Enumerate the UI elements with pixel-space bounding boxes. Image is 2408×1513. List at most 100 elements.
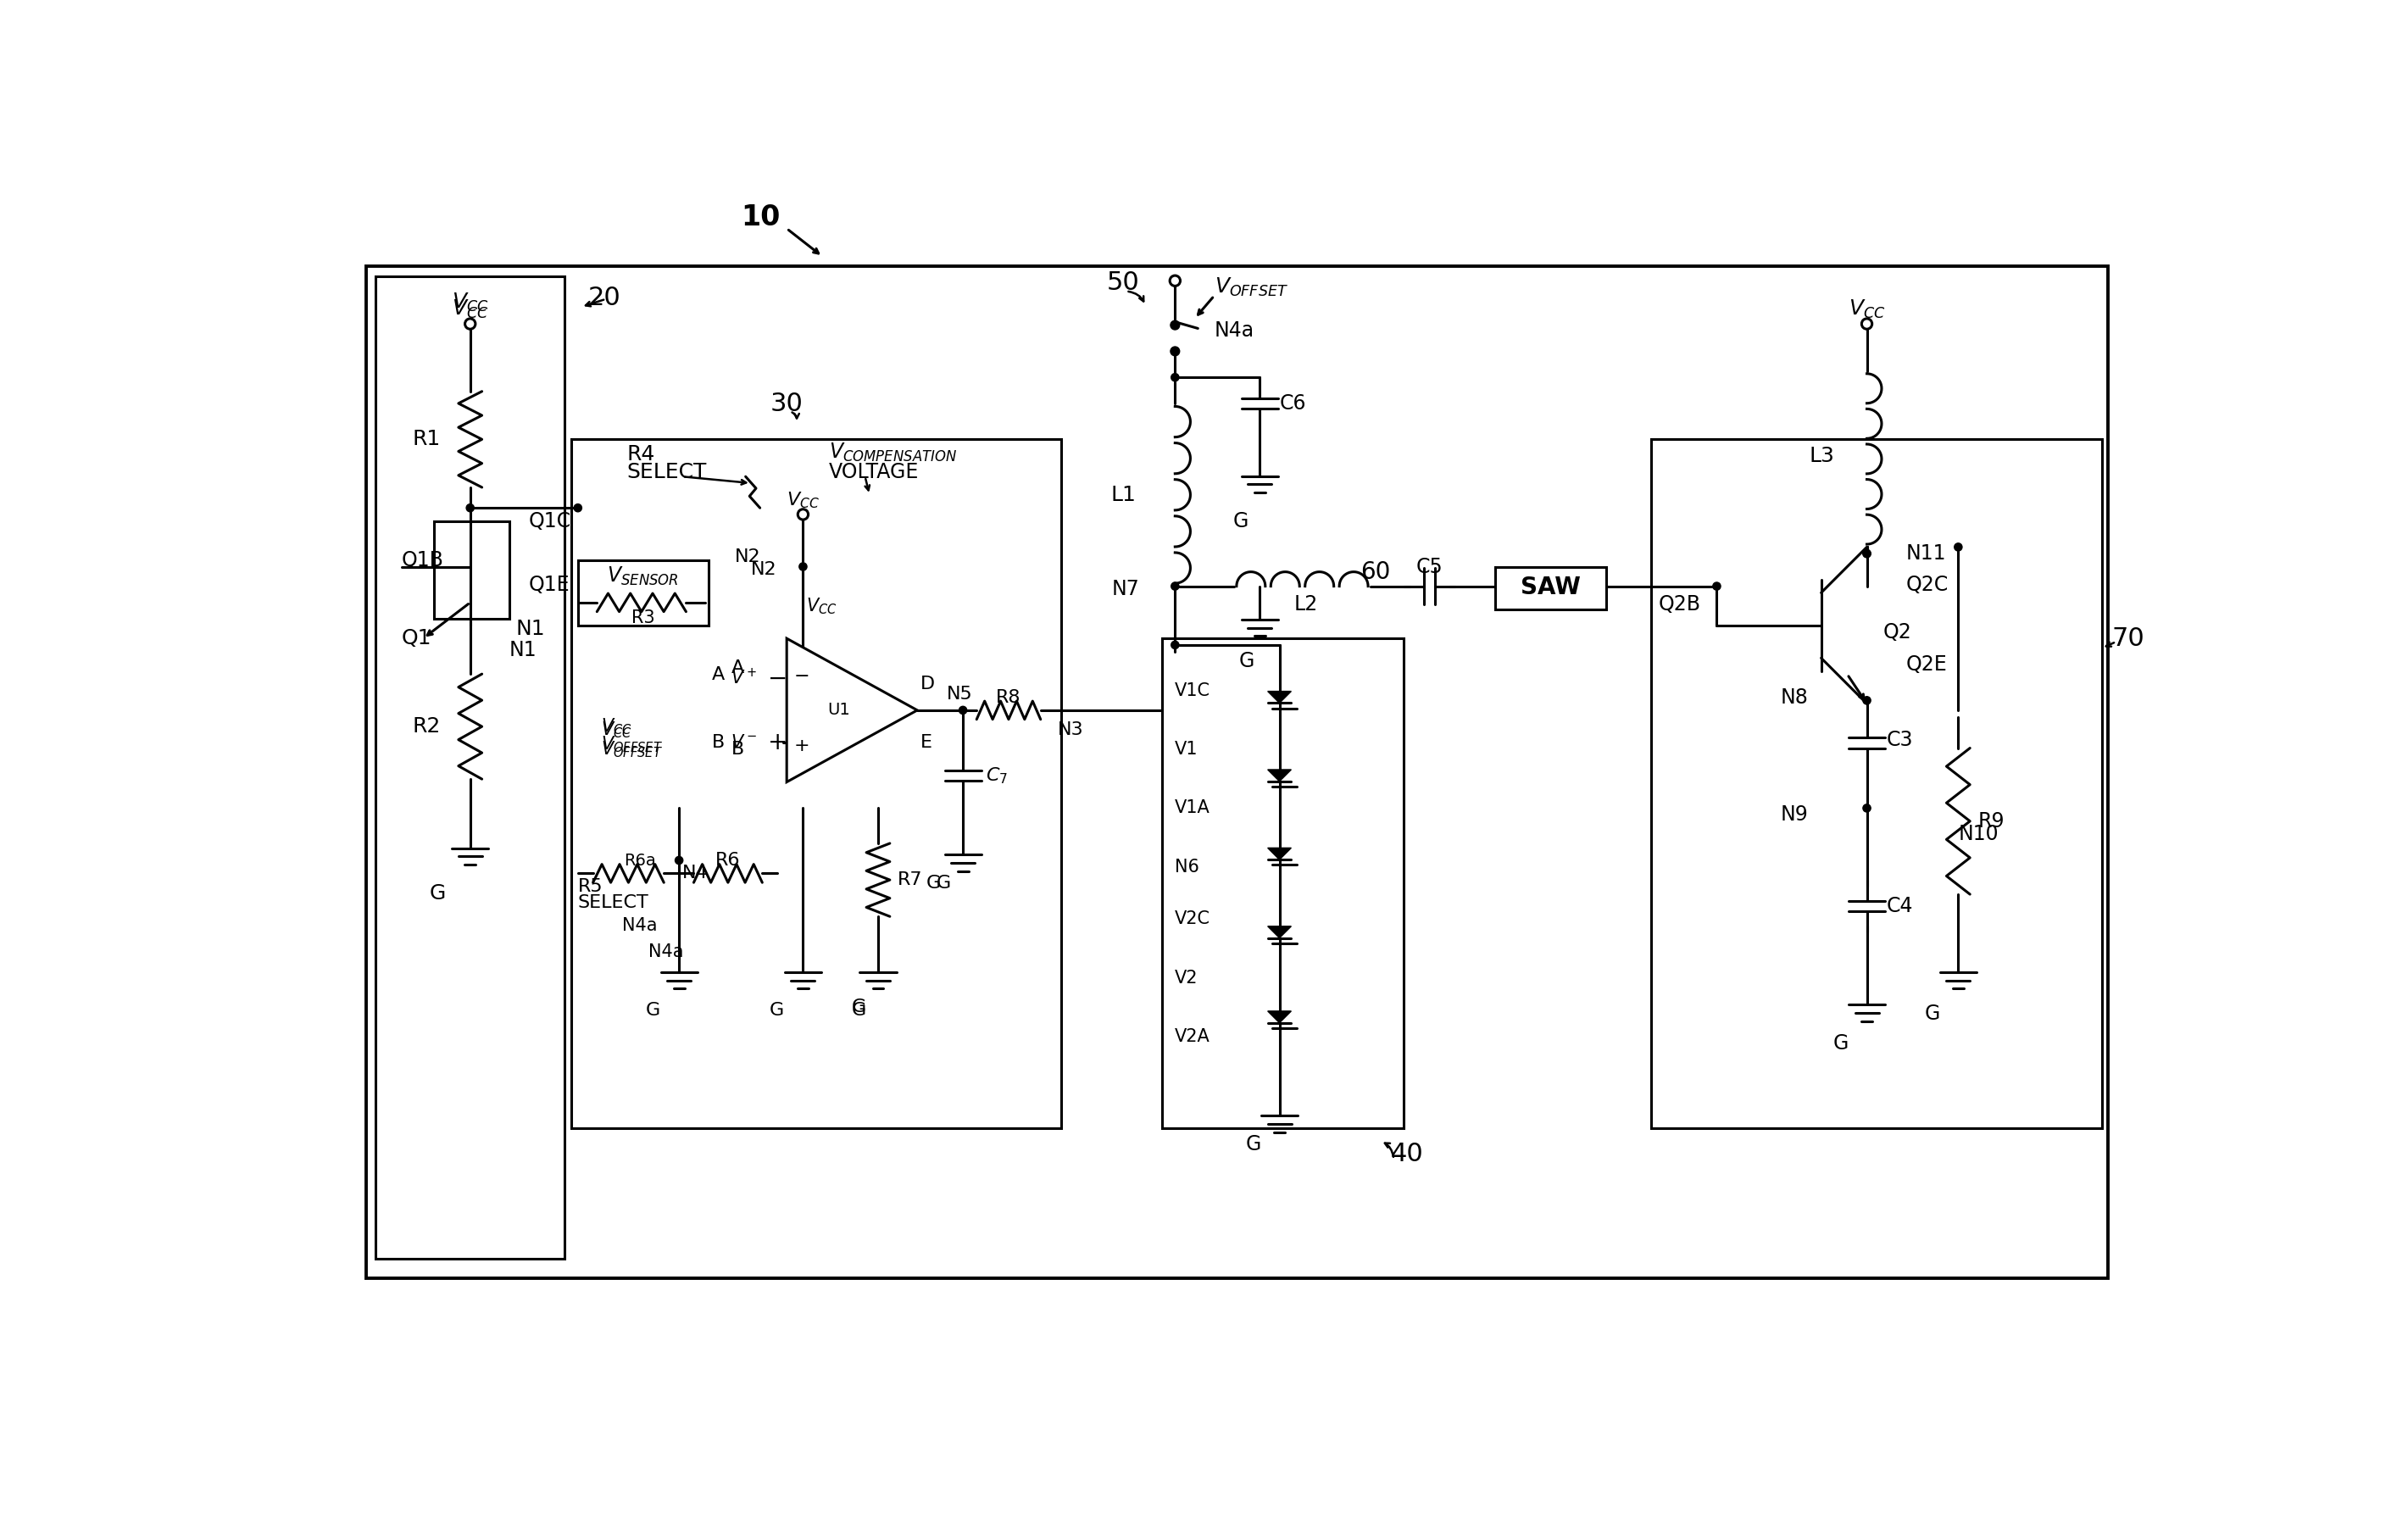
- Text: N10: N10: [1958, 825, 1999, 844]
- Text: $-$: $-$: [792, 666, 809, 682]
- Circle shape: [1864, 805, 1871, 812]
- Text: 60: 60: [1361, 560, 1389, 584]
- Text: $V_{CC}$: $V_{CC}$: [453, 290, 489, 313]
- Text: $V_{OFFSET}$: $V_{OFFSET}$: [600, 740, 662, 760]
- Text: V2A: V2A: [1175, 1027, 1211, 1045]
- Text: G: G: [927, 875, 942, 891]
- Text: G: G: [1245, 1135, 1262, 1154]
- Text: G: G: [429, 882, 445, 903]
- Text: SELECT: SELECT: [578, 894, 648, 911]
- Text: Q2C: Q2C: [1907, 575, 1948, 595]
- Circle shape: [1864, 549, 1871, 557]
- Text: G: G: [937, 875, 951, 891]
- Text: $V_{SENSOR}$: $V_{SENSOR}$: [607, 566, 679, 587]
- Bar: [376, 277, 566, 1259]
- Text: 70: 70: [2112, 626, 2146, 651]
- Text: $-$: $-$: [768, 666, 787, 690]
- Text: SELECT: SELECT: [626, 461, 708, 483]
- Text: L2: L2: [1293, 595, 1317, 614]
- Polygon shape: [1267, 1011, 1291, 1023]
- Text: Q1E: Q1E: [530, 575, 571, 595]
- Text: N4: N4: [681, 865, 708, 882]
- Text: A: A: [713, 666, 725, 682]
- Text: G: G: [1240, 651, 1255, 672]
- Circle shape: [573, 504, 583, 511]
- Text: L1: L1: [1110, 484, 1137, 505]
- Text: C5: C5: [1416, 557, 1442, 576]
- Text: N4a: N4a: [621, 917, 657, 934]
- Bar: [1495, 567, 1606, 610]
- Bar: [1652, 439, 2102, 1127]
- Text: V2: V2: [1175, 970, 1199, 986]
- Text: G: G: [645, 1002, 660, 1018]
- Circle shape: [1170, 346, 1180, 356]
- Text: R6: R6: [715, 852, 742, 868]
- Text: SAW: SAW: [1519, 575, 1580, 599]
- Polygon shape: [1267, 926, 1291, 938]
- Bar: [571, 439, 1062, 1127]
- Text: $V_{CC}$: $V_{CC}$: [787, 490, 819, 510]
- Text: VOLTAGE: VOLTAGE: [828, 461, 920, 483]
- Text: R9: R9: [1977, 811, 2003, 831]
- Text: N6: N6: [1175, 858, 1199, 876]
- Text: $V_{CC}$: $V_{CC}$: [600, 717, 631, 737]
- Text: N4a: N4a: [648, 943, 684, 961]
- Text: 20: 20: [588, 286, 621, 310]
- Text: $V^-$: $V^-$: [730, 734, 759, 752]
- Text: $V_{CC}$: $V_{CC}$: [453, 298, 489, 321]
- Text: G: G: [1924, 1003, 1941, 1024]
- Bar: [1163, 638, 1404, 1127]
- Text: $V_{OFFSET}$: $V_{OFFSET}$: [1214, 277, 1288, 298]
- Text: C6: C6: [1279, 393, 1305, 413]
- Text: G: G: [771, 1002, 785, 1018]
- Text: N5: N5: [946, 685, 973, 702]
- Text: V1: V1: [1175, 741, 1199, 758]
- Text: $C_7$: $C_7$: [985, 766, 1009, 785]
- Text: A: A: [732, 660, 744, 676]
- Circle shape: [799, 563, 807, 570]
- Bar: [366, 266, 2109, 1278]
- Text: V1A: V1A: [1175, 800, 1211, 817]
- Polygon shape: [1267, 847, 1291, 859]
- Text: C3: C3: [1885, 729, 1912, 750]
- Circle shape: [467, 504, 474, 511]
- Polygon shape: [1267, 691, 1291, 704]
- Text: N7: N7: [1112, 579, 1139, 599]
- Text: R2: R2: [412, 716, 441, 737]
- Circle shape: [1170, 374, 1180, 381]
- Text: R5: R5: [578, 878, 602, 894]
- Bar: [578, 560, 708, 625]
- Circle shape: [1712, 583, 1722, 590]
- Text: $V_{CC}$: $V_{CC}$: [807, 596, 838, 616]
- Circle shape: [1955, 543, 1963, 551]
- Text: N3: N3: [1057, 722, 1084, 738]
- Text: $V_{OFFSET}$: $V_{OFFSET}$: [600, 734, 662, 753]
- Text: N4a: N4a: [1214, 321, 1255, 340]
- Text: N1: N1: [510, 640, 537, 660]
- Text: U1: U1: [828, 702, 850, 719]
- Text: 40: 40: [1389, 1142, 1423, 1167]
- Text: $V^+$: $V^+$: [730, 667, 759, 687]
- Text: B: B: [713, 734, 725, 752]
- Circle shape: [1170, 583, 1180, 590]
- Text: E: E: [920, 734, 932, 752]
- Text: V2C: V2C: [1175, 911, 1211, 927]
- Text: N2: N2: [751, 561, 778, 578]
- Text: B: B: [732, 741, 744, 758]
- Bar: [433, 520, 510, 619]
- Text: N8: N8: [1780, 687, 1808, 708]
- Polygon shape: [787, 638, 917, 782]
- Text: Q2E: Q2E: [1907, 654, 1948, 675]
- Text: G: G: [850, 1002, 867, 1018]
- Text: R4: R4: [626, 445, 655, 464]
- Circle shape: [1170, 321, 1180, 330]
- Text: Q1: Q1: [402, 628, 431, 649]
- Text: $V_{CC}$: $V_{CC}$: [600, 720, 631, 740]
- Text: Q1C: Q1C: [530, 511, 571, 531]
- Text: R3: R3: [631, 610, 655, 626]
- Text: $V_{COMPENSATION}$: $V_{COMPENSATION}$: [828, 442, 958, 463]
- Text: Q1B: Q1B: [402, 549, 443, 570]
- Text: $V_{CC}$: $V_{CC}$: [1849, 298, 1885, 321]
- Text: N9: N9: [1780, 805, 1808, 825]
- Text: 50: 50: [1108, 271, 1139, 295]
